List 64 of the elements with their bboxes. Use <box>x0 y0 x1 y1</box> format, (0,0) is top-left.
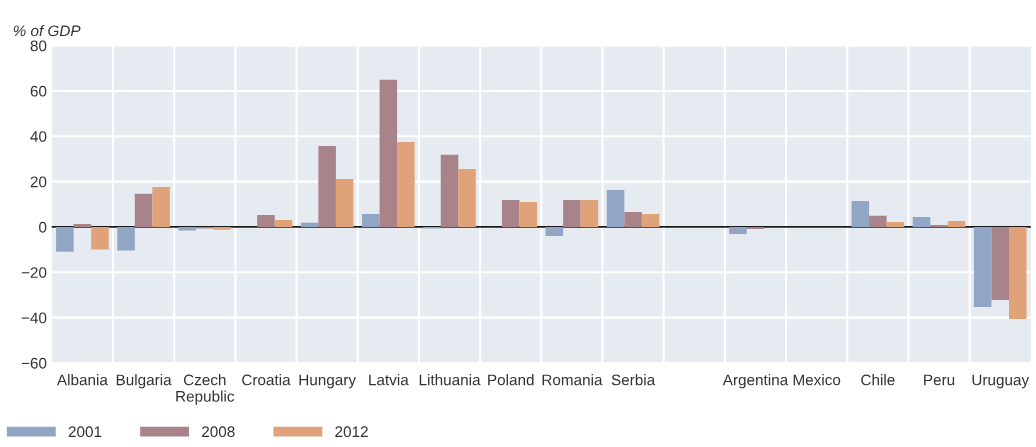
bar <box>545 226 564 237</box>
bar <box>930 224 948 227</box>
bar <box>973 226 992 307</box>
bar <box>379 79 398 227</box>
bar <box>947 221 966 227</box>
bar <box>1009 226 1027 319</box>
bar <box>624 211 642 227</box>
y-tick-label: 80 <box>30 40 47 52</box>
bar <box>362 214 380 227</box>
x-tick-label: Croatia <box>242 374 291 386</box>
x-tick-label: Albania <box>56 374 108 386</box>
bar <box>91 226 109 250</box>
bar <box>606 190 625 227</box>
y-tick-label: 60 <box>30 85 47 97</box>
x-tick-label: Peru <box>924 374 955 386</box>
bar <box>746 226 765 229</box>
x-tick-label: Romania <box>542 374 603 386</box>
legend-label: 2008 <box>202 426 235 438</box>
bar <box>991 226 1009 300</box>
bar <box>134 193 153 227</box>
bar <box>213 226 232 230</box>
bar <box>580 199 599 227</box>
bar <box>117 226 135 251</box>
bar <box>869 215 887 227</box>
bar <box>912 216 931 227</box>
x-tick-label: Serbia <box>611 374 656 386</box>
x-tick-label: Uruguay <box>972 374 1030 389</box>
y-tick-label: −60 <box>21 357 47 369</box>
bar <box>440 154 459 227</box>
y-tick-label: 20 <box>30 176 47 188</box>
bar <box>257 214 275 227</box>
bar <box>563 199 581 227</box>
bar <box>397 141 415 227</box>
y-tick-label: −20 <box>21 267 47 278</box>
bar <box>73 224 92 227</box>
legend-label: 2001 <box>68 426 102 438</box>
bar <box>641 214 660 227</box>
bar <box>152 187 170 227</box>
bar <box>519 202 538 227</box>
y-tick-label: 40 <box>30 131 47 142</box>
x-tick-label: Argentina <box>722 374 789 389</box>
bar <box>56 226 74 252</box>
x-tick-label: Chile <box>861 374 895 386</box>
bar <box>501 199 520 227</box>
x-tick-label: Poland <box>488 374 534 386</box>
bar <box>274 219 293 227</box>
legend-label: 2012 <box>335 426 368 438</box>
bar <box>851 200 870 227</box>
x-tick-label: Mexico <box>793 374 841 386</box>
x-tick-label: Bulgaria <box>116 374 172 389</box>
x-tick-label: Czech Republic <box>176 374 235 405</box>
y-axis-title: % of GDP <box>13 25 81 37</box>
bar <box>300 222 319 227</box>
bar <box>318 146 336 227</box>
y-tick-label: 0 <box>39 221 47 233</box>
x-tick-label: Latvia <box>369 374 409 386</box>
y-tick-label: −40 <box>21 312 47 324</box>
bar <box>335 178 354 227</box>
x-tick-label: Hungary <box>299 374 356 389</box>
bar <box>458 168 476 227</box>
x-tick-label: Lithuania <box>419 374 481 386</box>
bar <box>886 221 905 227</box>
bar <box>178 226 196 231</box>
bar <box>729 226 747 234</box>
